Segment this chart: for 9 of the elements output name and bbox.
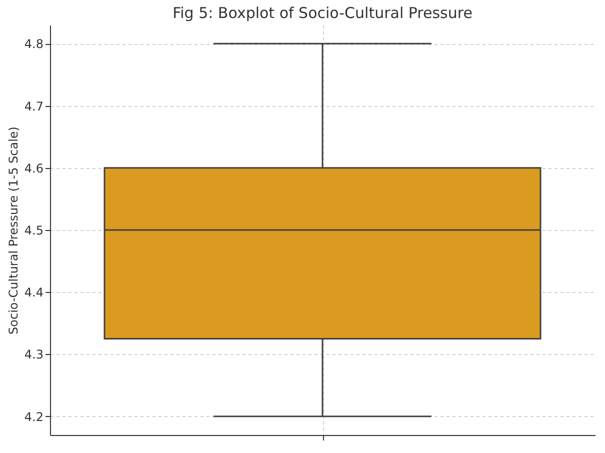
y-tick-label: 4.5 <box>24 224 44 238</box>
y-tick-label: 4.2 <box>24 410 44 424</box>
chart-title: Fig 5: Boxplot of Socio-Cultural Pressure <box>172 4 472 22</box>
y-tick-label: 4.8 <box>24 37 44 52</box>
y-axis-title: Socio-Cultural Pressure (1-5 Scale) <box>6 126 20 334</box>
y-tick-label: 4.7 <box>24 99 44 114</box>
y-tick-label: 4.6 <box>24 161 44 176</box>
y-tick-label: 4.4 <box>24 286 44 300</box>
y-tick-label: 4.3 <box>24 348 44 362</box>
